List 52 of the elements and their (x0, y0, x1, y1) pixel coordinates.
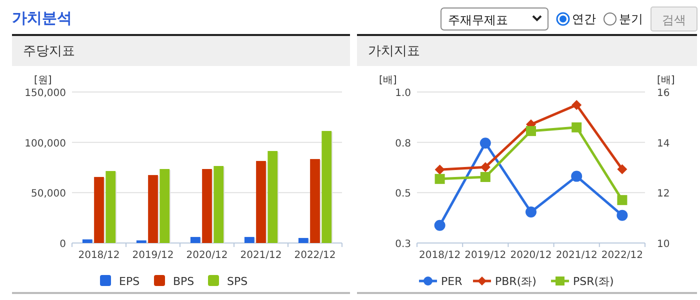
text: 검색 (662, 13, 686, 27)
y-axis-title: [원] (34, 75, 52, 86)
x-tick-label: 2018/12 (78, 250, 120, 261)
point (526, 126, 536, 136)
point (617, 164, 628, 174)
point (434, 174, 445, 184)
text: 주재무제표 (448, 13, 508, 27)
y-tick-label: 150,000 (24, 88, 66, 99)
legend-label: PER (441, 275, 463, 288)
y-tick-label: 0.8 (395, 138, 411, 150)
text: 연간 (572, 12, 596, 26)
y2-tick-label: 16 (657, 88, 670, 99)
legend-label: SPS (227, 275, 248, 288)
point (571, 170, 582, 182)
x-tick-label: 2020/12 (510, 250, 552, 261)
x-tick-label: 2020/12 (186, 250, 228, 261)
x-tick-label: 2019/12 (132, 250, 174, 261)
y-tick-label: 0.3 (395, 239, 411, 250)
x-tick-label: 2021/12 (556, 250, 598, 261)
legend-label: BPS (173, 275, 194, 288)
text: 분기 (619, 12, 643, 26)
point (480, 138, 491, 149)
point (572, 100, 582, 110)
x-tick-label: 2019/12 (464, 250, 506, 261)
chart-title: 주당지표 (23, 44, 75, 59)
y-tick-label: 100,000 (24, 138, 66, 150)
legend-label: PBR(좌) (495, 275, 536, 288)
y-tick-label: 1.0 (395, 88, 411, 99)
point (526, 206, 536, 218)
legend-label: EPS (119, 275, 140, 288)
text: 가치분석 (12, 9, 72, 27)
point (480, 172, 490, 182)
y2-tick-label: 12 (657, 188, 670, 200)
y-axis-title: [배] (379, 75, 397, 86)
point (434, 164, 445, 175)
x-tick-label: 2022/12 (601, 250, 643, 261)
point (616, 210, 628, 221)
y2-axis-title: [배] (657, 75, 675, 86)
y-tick-label: 0.5 (395, 188, 411, 200)
y2-tick-label: 14 (657, 138, 670, 150)
y2-tick-label: 10 (657, 239, 670, 250)
point (572, 122, 582, 132)
chart-title: 가치지표 (368, 44, 420, 59)
point (434, 220, 446, 231)
y-tick-label: 0 (60, 239, 66, 250)
y-tick-label: 50,000 (31, 188, 66, 200)
x-tick-label: 2021/12 (240, 250, 282, 261)
x-tick-label: 2018/12 (419, 250, 461, 261)
point (617, 195, 628, 206)
legend-label: PSR(좌) (573, 275, 614, 288)
x-tick-label: 2022/12 (294, 250, 336, 261)
point (480, 162, 490, 172)
